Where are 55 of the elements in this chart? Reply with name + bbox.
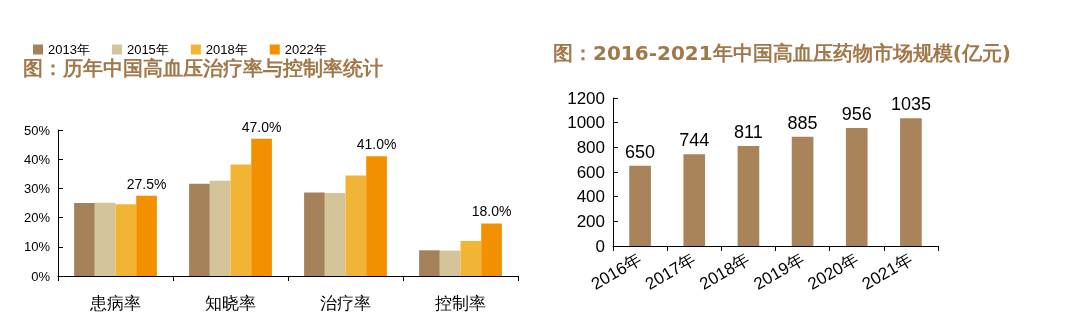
- y-tick-label: 800: [576, 137, 605, 157]
- bar: [136, 195, 157, 276]
- legend-label: 2013年: [48, 42, 90, 57]
- bar: [94, 202, 116, 276]
- bar: [366, 156, 387, 276]
- bar: [629, 165, 651, 246]
- y-tick-label: 600: [576, 162, 605, 182]
- y-tick-label: 1000: [567, 113, 605, 133]
- data-label: 650: [625, 141, 656, 162]
- data-label: 18.0%: [471, 203, 512, 220]
- y-tick-label: 0: [595, 236, 605, 256]
- bar: [304, 192, 325, 276]
- bar: [345, 175, 367, 276]
- data-label: 47.0%: [241, 118, 282, 135]
- y-tick-label: 20%: [23, 210, 51, 226]
- y-tick-label: 50%: [23, 122, 51, 138]
- data-label: 1035: [890, 94, 931, 115]
- y-tick-label: 0%: [31, 268, 51, 284]
- chart-title: 图：历年中国高血压治疗率与控制率统计: [23, 56, 383, 80]
- y-tick-label: 30%: [23, 180, 51, 196]
- bar: [439, 250, 461, 276]
- y-tick-label: 1200: [567, 88, 605, 108]
- data-label: 885: [787, 112, 818, 133]
- bar: [251, 138, 272, 276]
- bar: [481, 223, 502, 276]
- bar: [791, 136, 814, 246]
- bar: [683, 154, 706, 246]
- y-tick-label: 400: [576, 187, 605, 207]
- x-tick-label: 治疗率: [320, 292, 371, 313]
- bar: [737, 145, 760, 246]
- bar: [230, 164, 252, 276]
- x-tick-label: 患病率: [89, 292, 141, 313]
- bar: [845, 128, 868, 246]
- bar: [419, 250, 440, 276]
- y-tick-label: 200: [576, 211, 605, 231]
- legend-label: 2018年: [205, 42, 248, 57]
- x-tick-label: 知晓率: [205, 292, 256, 313]
- data-label: 811: [734, 121, 763, 142]
- x-tick-label: 控制率: [435, 292, 486, 313]
- bar: [324, 193, 346, 276]
- bar: [189, 183, 210, 276]
- bar: [74, 203, 95, 276]
- bar: [460, 240, 482, 276]
- y-tick-label: 10%: [23, 239, 51, 255]
- data-label: 27.5%: [126, 175, 167, 192]
- legend-label: 2015年: [126, 42, 169, 57]
- bar: [209, 180, 231, 276]
- bar: [115, 204, 137, 276]
- data-label: 956: [841, 104, 872, 125]
- bar: [900, 118, 922, 246]
- data-label: 744: [679, 130, 710, 151]
- data-label: 41.0%: [356, 136, 397, 153]
- legend-label: 2022年: [284, 42, 327, 57]
- y-tick-label: 40%: [23, 151, 51, 167]
- chart-title: 图：2016-2021年中国高血压药物市场规模(亿元): [553, 41, 1011, 65]
